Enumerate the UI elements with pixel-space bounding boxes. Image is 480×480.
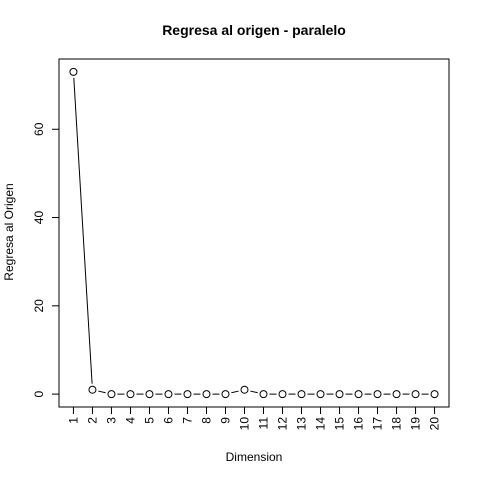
series-layer bbox=[69, 67, 439, 399]
series-segment bbox=[98, 390, 106, 394]
y-tick-label: 60 bbox=[32, 122, 46, 136]
x-tick-label: 6 bbox=[161, 417, 175, 424]
x-tick-label: 17 bbox=[371, 417, 385, 431]
data-point bbox=[278, 390, 287, 399]
data-point bbox=[411, 390, 420, 399]
data-point bbox=[335, 390, 344, 399]
data-point bbox=[354, 390, 363, 399]
x-tick-label: 15 bbox=[333, 417, 347, 431]
x-tick-label: 3 bbox=[104, 417, 118, 424]
x-tick-label: 4 bbox=[123, 417, 137, 424]
data-point bbox=[392, 390, 401, 399]
x-tick-label: 11 bbox=[257, 417, 271, 430]
data-point bbox=[164, 390, 173, 399]
data-point bbox=[430, 390, 439, 399]
chart-title: Regresa al origen - paralelo bbox=[162, 22, 346, 38]
x-tick-label: 10 bbox=[237, 417, 251, 431]
data-point bbox=[297, 390, 306, 399]
x-tick-label: 14 bbox=[314, 417, 328, 431]
x-tick-label: 9 bbox=[218, 417, 232, 424]
data-point bbox=[202, 390, 211, 399]
data-point bbox=[373, 390, 382, 399]
y-axis-label: Regresa al Origen bbox=[2, 183, 16, 280]
x-tick-label: 5 bbox=[142, 417, 156, 424]
data-point bbox=[126, 390, 135, 399]
data-point bbox=[221, 390, 230, 399]
x-tick-label: 20 bbox=[428, 417, 442, 431]
data-point bbox=[259, 390, 268, 399]
x-tick-label: 8 bbox=[199, 417, 213, 424]
data-point bbox=[183, 390, 192, 399]
x-axis-label: Dimension bbox=[226, 450, 283, 464]
x-axis: 1 2 3 4 5 6 7 8 9 10 11 12 13 14 15 16 17 18 19 20 bbox=[66, 406, 442, 431]
data-point bbox=[107, 390, 116, 399]
data-point bbox=[88, 385, 97, 394]
y-axis: 0 20 40 60 bbox=[32, 122, 60, 397]
x-tick-label: 7 bbox=[180, 417, 194, 424]
y-tick-label: 40 bbox=[32, 211, 46, 225]
x-tick-label: 16 bbox=[352, 417, 366, 431]
data-point bbox=[145, 390, 154, 399]
series-segment bbox=[73, 77, 93, 384]
y-tick-label: 0 bbox=[32, 390, 46, 397]
data-point bbox=[69, 67, 78, 76]
x-tick-label: 12 bbox=[276, 417, 290, 431]
series-segment bbox=[231, 390, 239, 394]
x-tick-label: 18 bbox=[390, 417, 404, 431]
x-tick-label: 13 bbox=[295, 417, 309, 431]
series-segment bbox=[250, 390, 258, 394]
x-tick-label: 2 bbox=[85, 417, 99, 424]
y-tick-label: 20 bbox=[32, 299, 46, 313]
x-tick-label: 19 bbox=[409, 417, 423, 431]
x-tick-label: 1 bbox=[66, 417, 80, 424]
data-point bbox=[316, 390, 325, 399]
data-point bbox=[240, 385, 249, 394]
